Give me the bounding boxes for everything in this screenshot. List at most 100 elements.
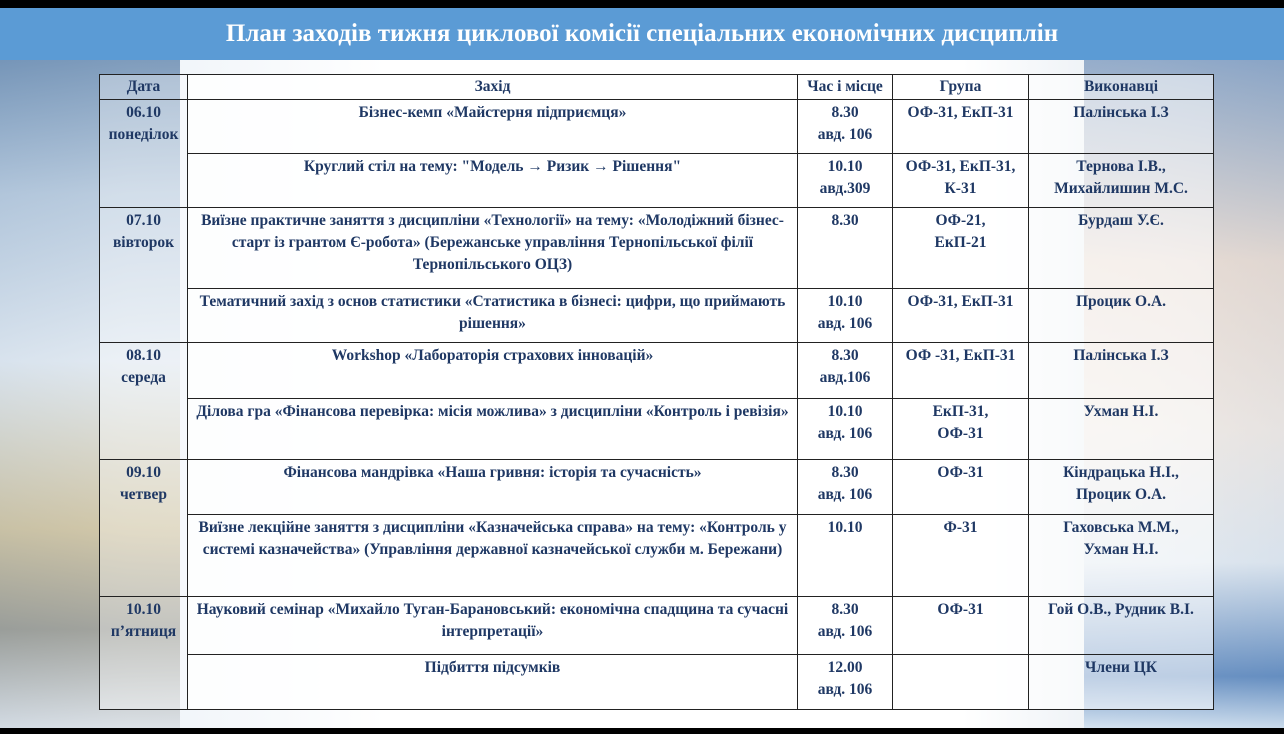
table-row: 07.10 вівторок Виїзне практичне заняття з … <box>99 207 1214 343</box>
performers-cell-line: Палінська І.З <box>1073 347 1169 364</box>
date-cell-line: 08.10 <box>126 347 161 364</box>
performers-cell-line: Процик О.А. <box>1075 293 1167 310</box>
event-cell: Виїзне лекційне заняття з дисципліни «Ка… <box>187 514 798 597</box>
date-cell: 10.10 п’ятниця <box>99 596 188 710</box>
slide: План заходів тижня циклової комісії спец… <box>0 8 1284 728</box>
event-cell-line: Workshop «Лабораторія страхових інноваці… <box>331 347 654 364</box>
performers-cell-line: Процик О.А. <box>1075 486 1167 503</box>
performers-cell: Гой О.В., Рудник В.І. <box>1028 596 1214 655</box>
table-row: Підбиття підсумків 12.00 авд. 106 Члени ЦК <box>100 654 1214 710</box>
date-cell-line: середа <box>121 369 166 386</box>
schedule-table: Дата Захід Час і місце Група Виконавці 0… <box>99 74 1214 710</box>
time-place-cell-line: авд.106 <box>819 369 871 386</box>
event-cell: Бізнес-кемп «Майстерня підприємця» <box>187 99 798 154</box>
table-row: 06.10 понеділок Бізнес-кемп «Майстерня під… <box>99 99 1214 208</box>
date-cell: 06.10 понеділок <box>99 99 188 208</box>
header-performers: Виконавці <box>1028 74 1214 100</box>
event-cell: Круглий стіл на тему: "Модель → Ризик → … <box>187 153 798 208</box>
event-cell-line: Виїзне лекційне заняття з дисципліни «Ка… <box>198 519 787 558</box>
group-cell-line: ОФ-31 <box>937 425 984 442</box>
time-place-cell-line: 10.10 <box>827 293 863 310</box>
event-cell-line: Підбиття підсумків <box>424 659 561 676</box>
group-cell <box>892 654 1029 710</box>
event-cell: Науковий семінар «Михайло Туган-Барановс… <box>187 596 798 655</box>
performers-cell-line: Гаховська М.М., <box>1063 519 1179 536</box>
event-cell: Підбиття підсумків <box>187 654 798 710</box>
time-place-cell: 8.30 авд. 106 <box>797 99 893 154</box>
time-place-cell-line: авд. 106 <box>817 425 873 442</box>
time-place-cell: 8.30 <box>797 207 893 289</box>
time-place-cell-line: авд. 106 <box>817 486 873 503</box>
date-cell-line: 10.10 <box>126 601 161 618</box>
date-cell: 08.10 середа <box>99 342 188 460</box>
performers-cell-line: Кіндрацька Н.І., <box>1063 464 1179 481</box>
group-cell: ОФ-31, ЕкП-31 <box>892 99 1029 154</box>
group-cell: ОФ-31, ЕкП-31 <box>892 288 1029 343</box>
date-cell-line: п’ятниця <box>110 623 177 640</box>
time-place-cell-line: 8.30 <box>831 347 859 364</box>
time-place-cell-line: авд. 106 <box>817 126 873 143</box>
time-place-cell: 10.10 авд. 106 <box>797 398 893 460</box>
performers-cell: Гаховська М.М., Ухман Н.І. <box>1028 514 1214 597</box>
time-place-cell-line: 10.10 <box>827 519 863 536</box>
date-cell: 09.10 четвер <box>99 459 188 597</box>
event-cell-line: Науковий семінар «Михайло Туган-Барановс… <box>196 601 789 640</box>
performers-cell: Ухман Н.І. <box>1028 398 1214 460</box>
time-place-cell-line: 8.30 <box>831 464 859 481</box>
event-cell-line: Тематичний захід з основ статистики «Ста… <box>199 293 786 332</box>
date-cell-line: 09.10 <box>126 464 161 481</box>
group-cell-line: К-31 <box>944 180 977 197</box>
event-cell: Workshop «Лабораторія страхових інноваці… <box>187 342 798 399</box>
event-cell-line: Виїзне практичне заняття з дисципліни «Т… <box>201 212 784 273</box>
table-row: Виїзне лекційне заняття з дисципліни «Ка… <box>100 514 1214 597</box>
time-place-cell-line: авд.309 <box>819 180 871 197</box>
time-place-cell-line: 8.30 <box>831 212 859 229</box>
group-cell-line: ОФ -31, ЕкП-31 <box>905 347 1016 364</box>
event-cell: Тематичний захід з основ статистики «Ста… <box>187 288 798 343</box>
performers-cell-line: Тернова І.В., <box>1076 158 1166 175</box>
group-cell: Ф-31 <box>892 514 1029 597</box>
header-group: Група <box>892 74 1029 100</box>
time-place-cell-line: 8.30 <box>831 104 859 121</box>
performers-cell-line: Палінська І.З <box>1073 104 1169 121</box>
group-cell-line: ОФ-31, ЕкП-31 <box>907 104 1014 121</box>
time-place-cell-line: авд. 106 <box>817 623 873 640</box>
time-place-cell: 8.30 авд. 106 <box>797 596 893 655</box>
performers-cell: Процик О.А. <box>1028 288 1214 343</box>
event-cell-line: Бізнес-кемп «Майстерня підприємця» <box>358 104 627 121</box>
header-time-place: Час і місце <box>797 74 893 100</box>
time-place-cell-line: авд. 106 <box>817 681 873 698</box>
performers-cell: Палінська І.З <box>1028 99 1214 154</box>
event-cell-line: Фінансова мандрівка «Наша гривня: історі… <box>283 464 702 481</box>
time-place-cell: 12.00 авд. 106 <box>797 654 893 710</box>
group-cell-line: ОФ-21, <box>935 212 986 229</box>
event-cell: Ділова гра «Фінансова перевірка: місія м… <box>187 398 798 460</box>
date-cell-line: понеділок <box>108 126 179 143</box>
performers-cell: Палінська І.З <box>1028 342 1214 399</box>
group-cell: ОФ -31, ЕкП-31 <box>892 342 1029 399</box>
time-place-cell-line: авд. 106 <box>817 315 873 332</box>
time-place-cell-line: 8.30 <box>831 601 859 618</box>
group-cell: ОФ-31 <box>892 459 1029 515</box>
date-cell-line: четвер <box>119 486 168 503</box>
time-place-cell: 10.10 <box>797 514 893 597</box>
time-place-cell: 10.10 авд. 106 <box>797 288 893 343</box>
time-place-cell-line: 10.10 <box>827 403 863 420</box>
header-date: Дата <box>99 74 188 100</box>
table-row: 09.10 четвер Фінансова мандрівка «Наша гри… <box>99 459 1214 597</box>
performers-cell-line: Ухман Н.І. <box>1083 541 1159 558</box>
slide-title: План заходів тижня циклової комісії спец… <box>225 20 1059 47</box>
time-place-cell: 10.10 авд.309 <box>797 153 893 208</box>
event-cell: Фінансова мандрівка «Наша гривня: історі… <box>187 459 798 515</box>
group-cell-line: Ф-31 <box>943 519 978 536</box>
date-cell-line: 07.10 <box>126 212 161 229</box>
group-cell: ОФ-21, ЕкП-21 <box>892 207 1029 289</box>
group-cell: ЕкП-31, ОФ-31 <box>892 398 1029 460</box>
group-cell: ОФ-31, ЕкП-31, К-31 <box>892 153 1029 208</box>
table-row: 10.10 п’ятниця Науковий семінар «Михайло Т… <box>99 596 1214 710</box>
performers-cell: Бурдаш У.Є. <box>1028 207 1214 289</box>
event-cell-line: Ділова гра «Фінансова перевірка: місія м… <box>196 403 789 420</box>
table-row: Тематичний захід з основ статистики «Ста… <box>100 288 1214 343</box>
table-row: 08.10 середа Workshop «Лабораторія страхов… <box>99 342 1214 460</box>
group-cell-line: ЕкП-21 <box>934 234 987 251</box>
